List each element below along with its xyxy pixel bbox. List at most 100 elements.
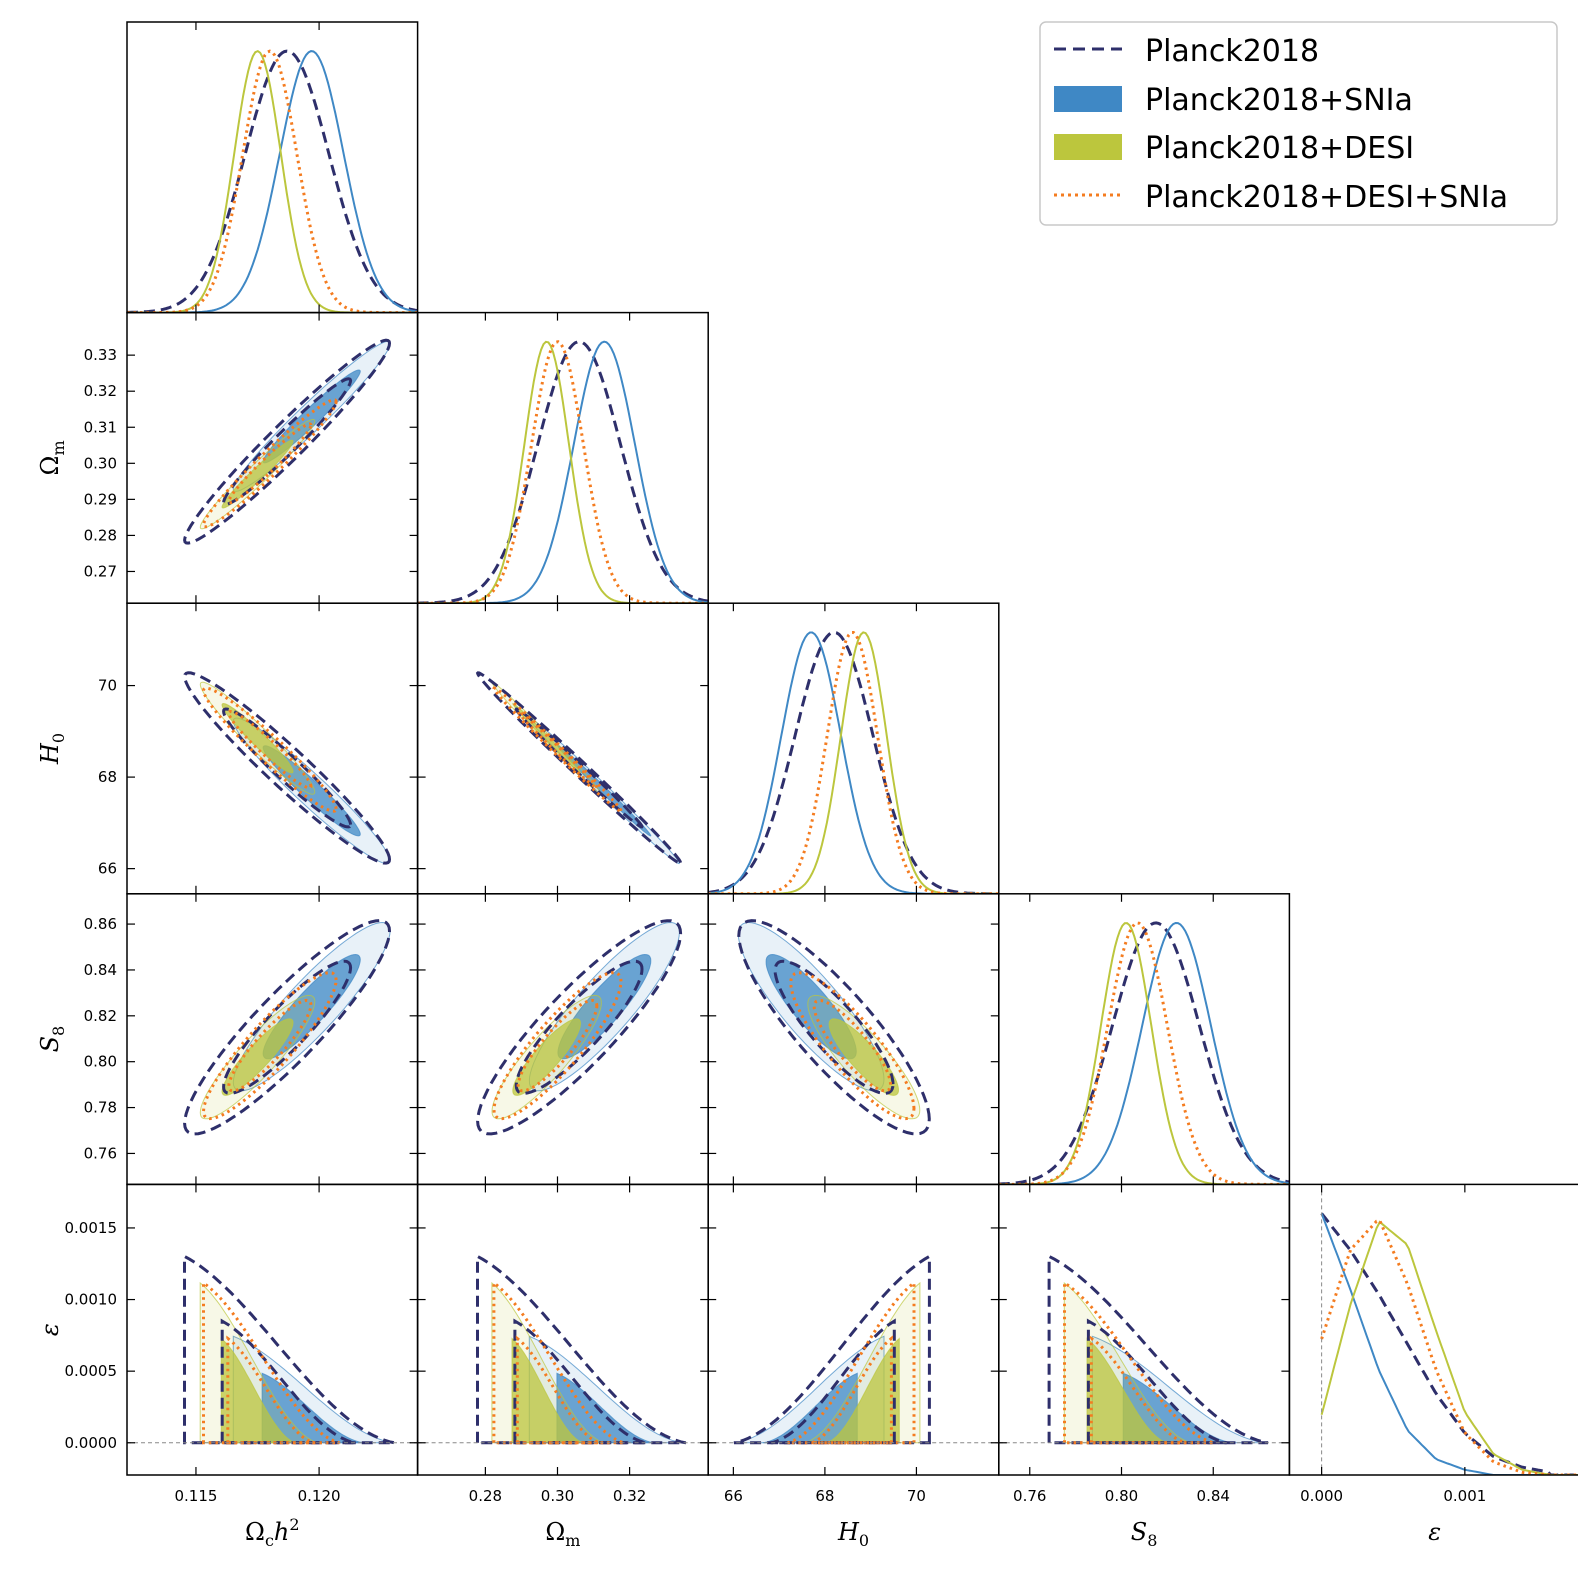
contour-om-omch2-series-3-level-1 <box>227 422 313 505</box>
panels: 0.270.280.290.300.310.320.336668700.760.… <box>36 21 1578 1550</box>
contour-s8-om-series-0-level-0 <box>476 919 683 1136</box>
panel-frame <box>998 893 1291 1186</box>
contour-s8-omch2-series-0-level-0 <box>183 919 392 1136</box>
contour-eps-h0-series-2-level-1 <box>826 1337 900 1444</box>
y-tick-label: 0.80 <box>84 1053 117 1071</box>
legend-swatch-1 <box>1054 86 1122 112</box>
contour-eps-omch2-series-0-level-0 <box>183 1253 396 1445</box>
panel-eps-vs-eps: 0.000 0.001 <box>1288 1183 1578 1505</box>
x-tick-label: 0.32 <box>613 1487 646 1505</box>
x-tick-label: 0.001 <box>1443 1487 1486 1505</box>
marginal-om-series-1 <box>417 340 709 604</box>
legend-label-2: Planck2018+DESI <box>1145 131 1414 166</box>
marginal-eps-series-2 <box>1320 1220 1578 1476</box>
x-axis-label-eps: ε <box>1428 1518 1441 1546</box>
contour-s8-h0-series-0-level-0 <box>737 919 931 1136</box>
y-axis-label-h0: H0 <box>36 733 68 765</box>
x-tick-label: 0.80 <box>1105 1487 1138 1505</box>
y-tick-label: 0.33 <box>84 346 117 364</box>
contour-s8-omch2-series-0-level-1 <box>222 959 353 1095</box>
panel-body <box>183 671 392 865</box>
contour-eps-omch2-series-3-level-1 <box>226 1335 315 1445</box>
legend-label-0: Planck2018 <box>1145 34 1319 69</box>
marginal-eps-series-1 <box>1320 1213 1578 1476</box>
panel-body <box>417 1253 709 1445</box>
contour-s8-omch2-series-3-level-0 <box>201 971 338 1121</box>
contour-eps-om-series-0-level-1 <box>513 1318 647 1445</box>
panel-h0-vs-h0 <box>707 602 1000 895</box>
x-tick-label: 0.115 <box>174 1487 217 1505</box>
contour-eps-omch2-series-1-level-1 <box>261 1372 364 1444</box>
contour-eps-s8-series-3-level-0 <box>1063 1280 1215 1445</box>
y-tick-label: 0.86 <box>84 915 117 933</box>
marginal-s8-series-3 <box>998 921 1290 1185</box>
legend-entry-2: Planck2018+DESI <box>1054 131 1414 166</box>
y-tick-label: 0.0000 <box>65 1434 118 1452</box>
legend-swatch-2 <box>1054 134 1122 160</box>
x-tick-label: 0.28 <box>469 1487 502 1505</box>
panel-om-vs-omch2: 0.27 0.28 0.29 0.30 0.31 0.32 0.33 <box>84 311 419 604</box>
contour-eps-om-series-0-level-0 <box>476 1253 687 1445</box>
y-tick-label: 0.78 <box>84 1099 117 1117</box>
marginal-s8-series-1 <box>998 921 1290 1185</box>
contour-eps-h0-series-0-level-1 <box>770 1318 896 1445</box>
contour-om-omch2-series-3-level-0 <box>201 398 338 529</box>
panel-body <box>127 1253 418 1445</box>
contour-s8-om-series-2-level-1 <box>512 1018 582 1096</box>
y-tick-label: 0.0010 <box>65 1291 118 1309</box>
x-tick-label: 68 <box>815 1487 834 1505</box>
y-tick-label: 70 <box>98 677 117 695</box>
panel-body <box>127 49 418 313</box>
x-tick-label: 0.76 <box>1013 1487 1046 1505</box>
marginal-h0-series-2 <box>708 631 999 894</box>
panel-omch2-vs-omch2 <box>126 21 419 314</box>
contour-s8-om-series-3-level-1 <box>516 998 599 1093</box>
panel-frame <box>416 311 709 604</box>
contour-h0-omch2-series-0-level-1 <box>222 707 353 829</box>
marginal-s8-series-0 <box>998 921 1290 1185</box>
panel-s8-vs-om <box>416 893 709 1186</box>
legend-frame <box>1039 21 1558 226</box>
panel-eps-vs-om: 0.28 0.30 0.32 <box>416 1183 709 1505</box>
contour-h0-om-series-0-level-0 <box>475 671 683 865</box>
y-tick-label: 66 <box>98 860 117 878</box>
contour-h0-omch2-series-3-level-1 <box>227 709 313 790</box>
y-tick-label: 0.76 <box>84 1144 117 1162</box>
contour-eps-s8-series-2-level-1 <box>1086 1337 1168 1444</box>
panel-body <box>998 1253 1290 1445</box>
y-tick-label: 0.0015 <box>65 1219 118 1237</box>
marginal-eps-series-3 <box>1320 1218 1578 1476</box>
contour-s8-om-series-3-level-0 <box>492 971 623 1121</box>
legend-entry-1: Planck2018+SNIa <box>1054 83 1413 118</box>
x-axis-label-h0: H0 <box>837 1518 869 1550</box>
x-tick-label: 70 <box>907 1487 926 1505</box>
contour-s8-h0-series-2-level-1 <box>828 1018 900 1096</box>
panel-body <box>708 1253 999 1445</box>
contour-h0-omch2-series-3-level-0 <box>201 686 338 813</box>
marginal-h0-series-1 <box>708 631 999 894</box>
contour-s8-h0-series-3-level-0 <box>789 971 916 1121</box>
marginal-h0-series-3 <box>708 630 999 894</box>
y-tick-label: 0.28 <box>84 526 117 544</box>
contour-s8-h0-series-0-level-1 <box>773 959 895 1095</box>
legend-label-3: Planck2018+DESI+SNIa <box>1145 180 1508 215</box>
panel-body <box>737 919 931 1136</box>
y-tick-label: 0.30 <box>84 454 117 472</box>
panel-frame <box>707 602 1000 895</box>
contour-eps-s8-series-0-level-0 <box>1047 1253 1269 1445</box>
panel-s8-vs-s8 <box>998 893 1291 1186</box>
contour-h0-omch2-series-0-level-0 <box>183 671 392 865</box>
contour-s8-om-series-0-level-1 <box>514 959 644 1095</box>
x-axis-label-omch2: Ωch2 <box>245 1515 300 1550</box>
y-tick-label: 0.82 <box>84 1007 117 1025</box>
y-tick-label: 0.29 <box>84 490 117 508</box>
x-tick-label: 66 <box>724 1487 743 1505</box>
panel-s8-vs-omch2: 0.76 0.78 0.80 0.82 0.84 0.86 <box>84 893 419 1186</box>
y-tick-label: 68 <box>98 768 117 786</box>
panel-body <box>998 921 1290 1185</box>
y-tick-label: 0.27 <box>84 562 117 580</box>
panel-h0-vs-om <box>416 602 709 895</box>
contour-h0-om-series-3-level-0 <box>492 686 623 813</box>
panel-eps-vs-h0: 66 68 70 <box>707 1183 1000 1505</box>
panel-body <box>183 338 392 545</box>
